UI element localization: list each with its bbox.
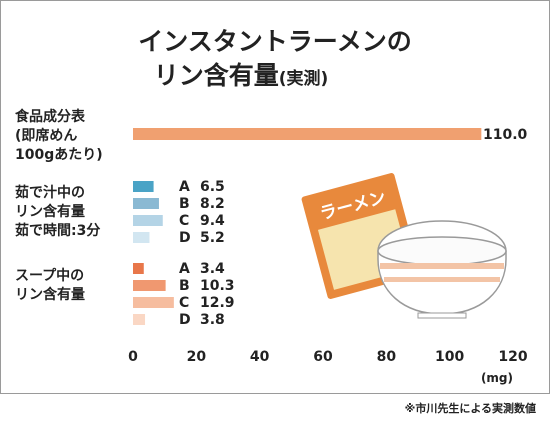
ramen-bowl-illustration <box>377 220 507 319</box>
bar-1-3 <box>133 232 150 243</box>
bar-1-2 <box>133 215 163 226</box>
bar-2-0 <box>133 263 144 274</box>
bar-value-label-2-3: 3.8 <box>200 312 225 328</box>
bar-1-1 <box>133 198 159 209</box>
bar-name-2-2: C <box>179 295 189 311</box>
bar-name-1-0: A <box>179 179 190 195</box>
bar-value-label-1-3: 5.2 <box>200 230 225 246</box>
group-label-0-line-1: (即席めん <box>15 127 77 144</box>
bowl-band-upper <box>380 263 504 269</box>
chart-svg: インスタントラーメンの リン含有量(実測) ラーメン 食品成分表(即席めん100… <box>15 27 528 385</box>
group-label-2-line-0: スープ中の <box>15 267 84 284</box>
bar-name-2-3: D <box>179 312 191 328</box>
bar-2-2 <box>133 297 174 308</box>
source-footnote: ※市川先生による実測数値 <box>404 402 536 415</box>
chart-frame: インスタントラーメンの リン含有量(実測) ラーメン 食品成分表 (即席めん 100… <box>0 0 550 394</box>
bar-1-0 <box>133 181 154 192</box>
bowl-rim <box>377 236 507 266</box>
bar-value-label-2-1: 10.3 <box>200 278 235 294</box>
x-tick-label-3: 60 <box>313 349 333 365</box>
group-label-1-line-2: 茹で時間:3分 <box>15 222 100 239</box>
bar-2-3 <box>133 314 146 325</box>
x-tick-label-4: 80 <box>377 349 397 365</box>
bar-value-label-1-2: 9.4 <box>200 213 225 229</box>
bar-name-1-3: D <box>179 230 191 246</box>
chart-title-line2-main: リン含有量 <box>154 61 279 90</box>
bar-2-1 <box>133 280 166 291</box>
x-tick-label-5: 100 <box>435 349 464 365</box>
x-tick-label-0: 0 <box>128 349 138 365</box>
bar-name-1-2: C <box>179 213 189 229</box>
group-label-0-line-2: 100gあたり) <box>15 147 103 163</box>
bar-value-label-2-0: 3.4 <box>200 261 225 277</box>
group-label-1-line-1: リン含有量 <box>15 203 85 220</box>
group-label-0-line-0: 食品成分表 <box>15 108 86 125</box>
group-label-2-line-1: リン含有量 <box>15 286 85 303</box>
bar-0-0 <box>133 128 482 140</box>
group-label-1-line-0: 茹で汁中の <box>15 184 85 201</box>
bar-value-label-0-0: 110.0 <box>483 127 528 143</box>
x-tick-label-2: 40 <box>250 349 270 365</box>
plot-area: 食品成分表(即席めん100gあたり)110.0茹で汁中のリン含有量茹で時間:3分… <box>15 108 528 385</box>
x-axis-unit: (mg) <box>481 371 513 385</box>
x-tick-label-6: 120 <box>498 349 527 365</box>
bar-value-label-1-1: 8.2 <box>200 196 225 212</box>
bowl-foot <box>417 312 467 319</box>
chart-title-line2: リン含有量(実測) <box>154 61 329 90</box>
x-tick-label-1: 20 <box>187 349 207 365</box>
bar-name-2-0: A <box>179 261 190 277</box>
bar-name-1-1: B <box>179 196 190 212</box>
chart-title-line1: インスタントラーメンの <box>138 27 412 56</box>
chart-title-suffix: (実測) <box>279 68 329 89</box>
bowl-band-lower <box>384 277 500 282</box>
bar-value-label-1-0: 6.5 <box>200 179 225 195</box>
bar-value-label-2-2: 12.9 <box>200 295 235 311</box>
bar-name-2-1: B <box>179 278 190 294</box>
